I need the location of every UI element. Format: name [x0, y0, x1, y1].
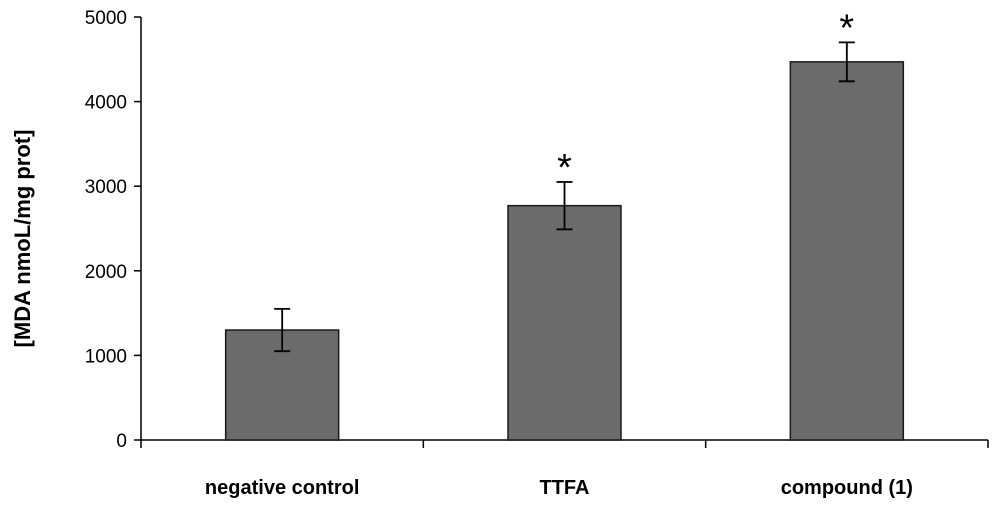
y-axis-title-group: [MDA nmoL/mg prot] [10, 130, 35, 348]
y-tick-label: 4000 [85, 93, 127, 114]
x-category-label: compound (1) [781, 477, 913, 499]
x-category-label: negative control [205, 477, 359, 499]
bar [789, 61, 905, 441]
significance-star: * [839, 7, 854, 49]
labels: 0 1000 2000 3000 4000 5000 negative control * TT… [85, 7, 913, 499]
y-tick-label: 3000 [85, 177, 127, 198]
bars [224, 61, 905, 441]
error-bars [274, 41, 855, 353]
x-category-label: TTFA [540, 477, 590, 499]
bar [507, 204, 622, 441]
y-axis-title: [MDA nmoL/mg prot] [10, 130, 35, 348]
y-tick-label: 1000 [85, 346, 127, 367]
y-tick-label: 0 [116, 431, 127, 452]
y-tick-label: 2000 [85, 262, 127, 283]
significance-star: * [557, 147, 572, 189]
y-tick-label: 5000 [85, 8, 127, 29]
